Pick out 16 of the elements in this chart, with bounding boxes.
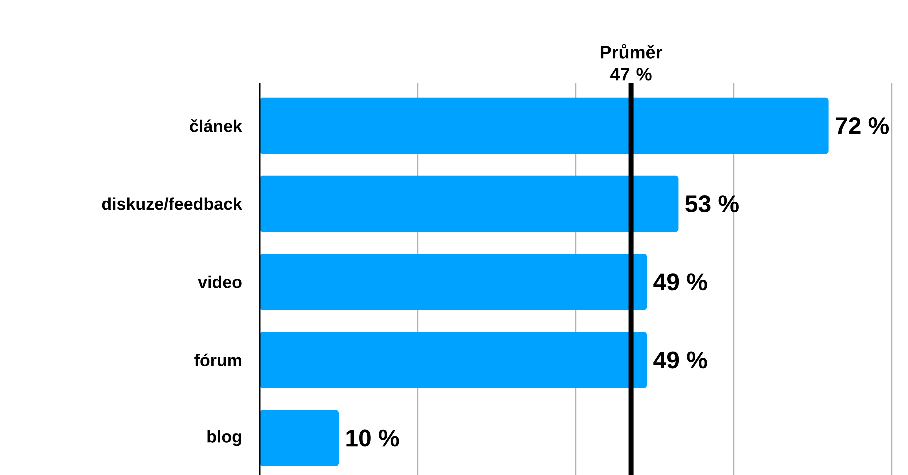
data-label: 53 % — [686, 196, 739, 213]
bar — [260, 254, 648, 310]
y-tick-label: fórum — [194, 354, 242, 367]
bar — [260, 410, 339, 466]
y-tick-label: článek — [190, 120, 242, 132]
data-label: 49 % — [654, 352, 708, 369]
ref-line-label: Průměr 47 % — [600, 44, 663, 81]
y-tick-label: video — [198, 276, 242, 288]
data-label: 49 % — [654, 274, 708, 291]
bar — [260, 176, 679, 232]
data-label: 72 % — [836, 117, 890, 134]
y-tick-label: diskuze/feedback — [102, 198, 242, 210]
y-tick-label: blog — [208, 430, 242, 446]
bar — [260, 98, 829, 154]
data-label: 10 % — [346, 430, 400, 447]
bar — [260, 332, 648, 388]
